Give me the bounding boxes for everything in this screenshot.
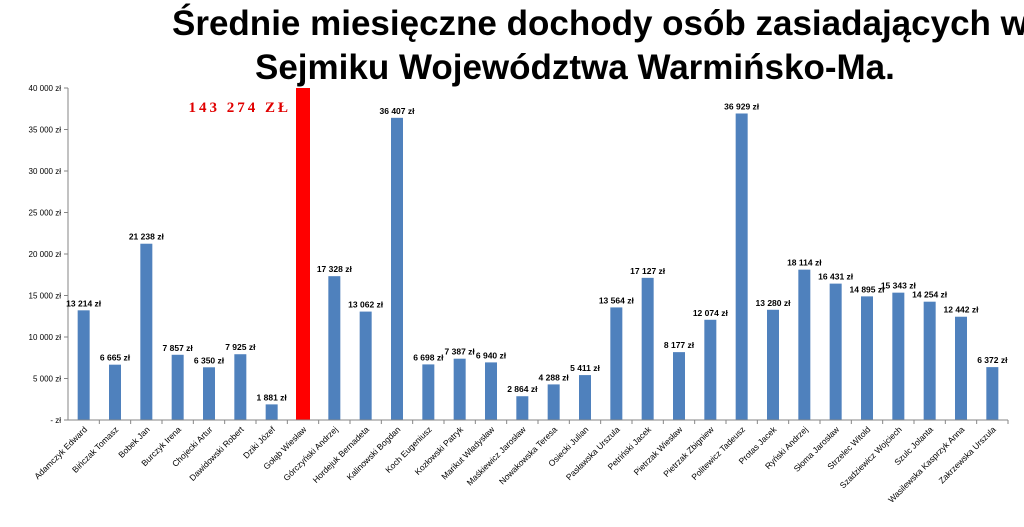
bar-highlight xyxy=(296,88,310,420)
x-tick-label: Kalinowski Bogdan xyxy=(345,424,403,482)
bar xyxy=(579,375,591,420)
data-label: 17 328 zł xyxy=(317,264,353,274)
bar xyxy=(767,309,779,420)
bar xyxy=(892,292,905,420)
bar xyxy=(986,367,999,420)
bar xyxy=(516,396,529,420)
data-label: 6 350 zł xyxy=(194,355,225,365)
bar xyxy=(829,283,842,420)
x-tick-label: Nowakowska Teresa xyxy=(497,424,559,486)
y-tick-label: 5 000 zł xyxy=(33,375,61,384)
bar xyxy=(955,316,967,420)
data-label: 13 564 zł xyxy=(599,295,635,305)
y-tick-label: 40 000 zł xyxy=(29,84,62,93)
data-label: 13 062 zł xyxy=(348,300,384,310)
bar xyxy=(798,269,811,420)
data-label: 1 881 zł xyxy=(257,392,288,402)
data-label: 12 442 zł xyxy=(944,305,980,315)
data-label: 7 857 zł xyxy=(163,343,194,353)
data-label: 16 431 zł xyxy=(818,272,854,282)
chart-title-line-2: Sejmiku Województwa Warmińsko-Ma. xyxy=(255,48,895,87)
data-label: 17 127 zł xyxy=(630,266,666,276)
bars xyxy=(77,88,999,420)
bar xyxy=(641,277,654,420)
data-label: 14 254 zł xyxy=(912,290,948,300)
data-label: 5 411 zł xyxy=(570,363,600,373)
x-tick-label: Adamczyk Edward xyxy=(32,424,89,481)
data-label: 18 114 zł xyxy=(787,258,822,268)
data-label: 6 372 zł xyxy=(977,355,1008,365)
x-tick-label: Górczyński Andrzej xyxy=(281,424,340,483)
data-label: 12 074 zł xyxy=(693,308,729,318)
x-tick-label: Marikut Władysław xyxy=(439,424,497,482)
data-label: 7 387 zł xyxy=(445,347,476,357)
bar xyxy=(77,310,90,420)
bar xyxy=(704,319,717,420)
bar xyxy=(171,354,184,420)
data-label: 7 925 zł xyxy=(225,342,256,352)
data-label: 13 280 zł xyxy=(756,298,792,308)
bar xyxy=(673,352,685,420)
data-label: 13 214 zł xyxy=(66,298,102,308)
data-label: 36 407 zł xyxy=(380,106,416,116)
bar xyxy=(391,117,403,420)
bar xyxy=(735,113,748,420)
x-tick-label: Politewicz Tadeusz xyxy=(689,424,747,482)
y-tick-label: 15 000 zł xyxy=(29,292,62,301)
y-tick-label: 10 000 zł xyxy=(29,333,62,342)
highlight-annotation: 143 274 ZŁ xyxy=(188,100,291,116)
data-labels: 13 214 zł 6 665 zł 21 238 zł 7 857 zł6 350 … xyxy=(66,101,1008,402)
x-tick-label: Maśkiewicz Jarosław xyxy=(465,424,529,488)
bar xyxy=(453,358,466,420)
y-tick-label: 35 000 zł xyxy=(29,126,62,135)
data-label: 14 895 zł xyxy=(850,284,886,294)
bar xyxy=(109,364,121,420)
y-tick-label: 25 000 zł xyxy=(29,209,62,218)
data-label: 2 864 zł xyxy=(507,384,538,394)
bar xyxy=(203,367,215,420)
x-tick-label: Hordejuk Bernadeta xyxy=(311,424,372,485)
bar xyxy=(328,276,341,420)
chart-title-line-1: Średnie miesięczne dochody osób zasiadaj… xyxy=(172,4,1024,43)
data-label: 8 177 zł xyxy=(664,340,695,350)
data-label: 4 288 zł xyxy=(539,372,570,382)
bar xyxy=(422,364,435,420)
bar xyxy=(861,296,873,420)
data-label: 6 940 zł xyxy=(476,350,507,360)
data-label: 15 343 zł xyxy=(881,281,917,291)
bar xyxy=(359,311,372,420)
bar xyxy=(265,404,278,420)
x-tick-label: Zakrzewska Urszula xyxy=(937,424,998,485)
x-tick-label: Dawidowski Robert xyxy=(187,424,246,483)
y-tick-label: - zł xyxy=(50,416,61,425)
data-label: 6 665 zł xyxy=(100,353,131,363)
data-label: 36 929 zł xyxy=(724,101,760,111)
bar xyxy=(140,243,153,420)
y-tick-label: 30 000 zł xyxy=(29,167,62,176)
bar xyxy=(234,354,247,420)
bar xyxy=(485,362,497,420)
data-label: 21 238 zł xyxy=(129,232,165,242)
bar xyxy=(547,384,560,420)
bar xyxy=(610,307,623,420)
bar xyxy=(923,301,936,420)
data-label: 6 698 zł xyxy=(413,352,444,362)
y-axis: - zł 5 000 zł 10 000 zł 15 000 zł 20 000 zł 2… xyxy=(29,84,69,425)
x-tick-label: Pasławska Urszula xyxy=(564,424,622,482)
y-tick-label: 20 000 zł xyxy=(29,250,62,259)
